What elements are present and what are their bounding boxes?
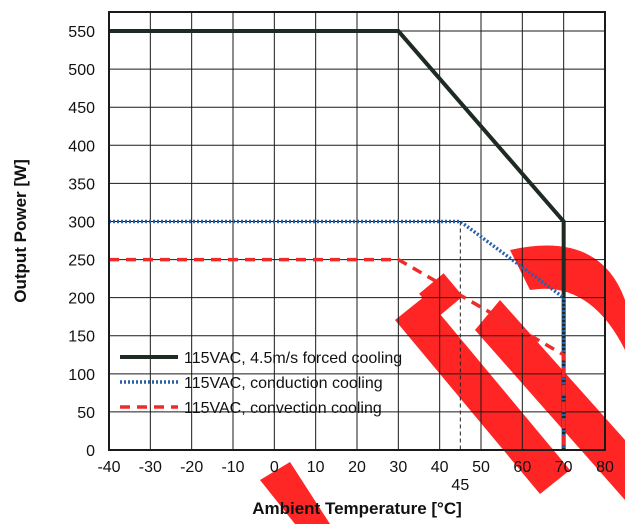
y-tick-labels: 0 50 100 150 200 250 300 350 400 450 500 550	[68, 24, 95, 460]
series-line-convection	[109, 257, 566, 450]
legend-label-forced: 115VAC, 4.5m/s forced cooling	[184, 350, 402, 367]
x-tick-label: -40	[97, 459, 120, 476]
x-tick-label: -10	[221, 459, 244, 476]
legend-label-conduction: 115VAC, conduction cooling	[184, 375, 383, 392]
y-tick-label: 150	[68, 329, 95, 346]
y-tick-label: 550	[68, 24, 95, 41]
x-tick-label: 20	[348, 459, 366, 476]
y-tick-label: 450	[68, 100, 95, 117]
y-tick-label: 250	[68, 253, 95, 270]
plot-frame	[108, 11, 606, 451]
annotation-45: 45	[451, 477, 469, 494]
x-tick-label: 40	[431, 459, 449, 476]
series-lines	[109, 29, 566, 450]
x-tick-label: 80	[596, 459, 614, 476]
y-tick-label: 400	[68, 138, 95, 155]
x-tick-label: -30	[139, 459, 162, 476]
legend: 115VAC, 4.5m/s forced cooling 115VAC, co…	[120, 350, 402, 417]
x-tick-label: 50	[472, 459, 490, 476]
x-tick-label: 60	[513, 459, 531, 476]
y-tick-label: 0	[86, 443, 95, 460]
y-tick-label: 50	[77, 405, 95, 422]
x-tick-label: 0	[270, 459, 279, 476]
x-tick-label: 30	[389, 459, 407, 476]
y-tick-label: 200	[68, 291, 95, 308]
x-tick-label: -20	[180, 459, 203, 476]
x-axis-label: Ambient Temperature [°C]	[252, 499, 462, 518]
y-tick-label: 350	[68, 176, 95, 193]
x-tick-labels: -40 -30 -20 -10 0 10 20 30 40 50 60 70 80	[97, 459, 614, 476]
y-tick-label: 100	[68, 367, 95, 384]
y-tick-label: 300	[68, 214, 95, 231]
y-axis-label: Output Power [W]	[11, 159, 30, 303]
legend-label-convection: 115VAC, convection cooling	[184, 400, 382, 417]
y-tick-label: 500	[68, 62, 95, 79]
x-tick-label: 10	[307, 459, 325, 476]
x-tick-label: 70	[555, 459, 573, 476]
